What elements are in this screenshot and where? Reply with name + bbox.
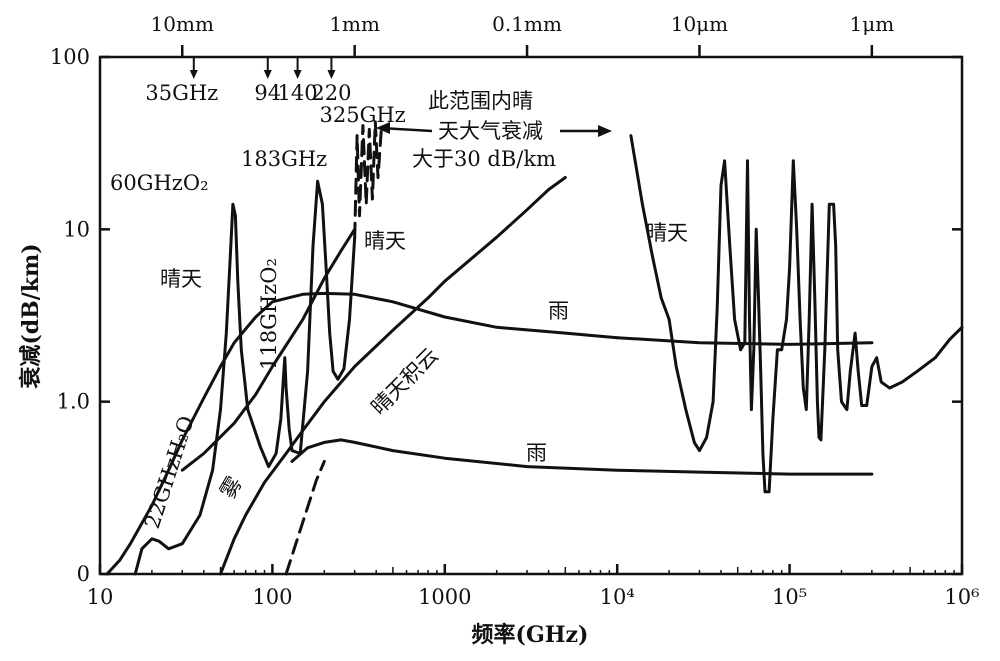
marker-label: 140 (278, 81, 318, 105)
curve-clear_sky (133, 179, 357, 576)
y-tick-label: 10 (63, 217, 90, 241)
x-axis-title: 频率(GHz) (472, 622, 589, 648)
top-tick-label: 10mm (151, 12, 214, 36)
y-tick-label: 100 (50, 45, 90, 69)
curve-fog (180, 227, 357, 472)
marker-arrowhead (263, 70, 272, 79)
annotation-o2-60: 60GHzO₂ (110, 171, 209, 195)
marker-arrowhead (327, 70, 336, 79)
curves (105, 120, 964, 576)
top-tick-label: 1μm (850, 12, 895, 36)
curve-h2o_22 (105, 291, 619, 576)
y-tick-label: 1.0 (57, 390, 90, 414)
curve-cloud_dashed (284, 459, 326, 576)
marker-label: 35GHz (145, 81, 218, 105)
annotation-range-line2: 天大气衰减 (438, 119, 543, 143)
y-axis-title: 衰减(dB/km) (18, 243, 44, 389)
top-tick-label: 1mm (329, 12, 380, 36)
x-tick-label: 10⁵ (772, 585, 807, 609)
annotation-range-line3: 大于30 dB/km (412, 147, 556, 171)
top-wavelength-axis: 10mm 1mm 0.1mm 10μm 1μm (151, 12, 895, 57)
x-tick-label: 100 (252, 585, 292, 609)
annotation-h2o-22: 22GHzH₂O (140, 413, 199, 532)
marker-arrowhead (189, 70, 198, 79)
y-tick-label: 0 (77, 562, 90, 586)
marker-label: 220 (311, 81, 351, 105)
top-tick-label: 0.1mm (492, 12, 562, 36)
range-arrowhead-right (598, 125, 612, 137)
annotation-cloud: 晴天积云 (367, 343, 443, 419)
annotation-rain-light: 雨 (526, 441, 547, 465)
curve-rain_heavy (615, 336, 874, 346)
marker-label: 94 (254, 81, 281, 105)
plot-frame (98, 55, 964, 576)
marker-arrowhead (293, 70, 302, 79)
annotation-range-line1: 此范围内晴 (428, 89, 533, 113)
curve-rain_light (290, 438, 874, 476)
range-arrowhead-left (376, 122, 390, 134)
marker-label-325: 325GHz (320, 103, 406, 127)
curve-clear_sky_submm (629, 134, 964, 494)
annotation-clear-left: 晴天 (160, 267, 202, 291)
annotation-clear-mid: 晴天 (364, 229, 406, 253)
curve-dense-absorption-comb (353, 120, 384, 239)
x-tick-label: 10⁴ (600, 585, 635, 609)
annotation-o2-118: 118GHzO₂ (257, 258, 281, 370)
annotation-rain-heavy: 雨 (548, 299, 569, 323)
annotation-h2o-183: 183GHz (241, 147, 327, 171)
curve-cloud (219, 176, 567, 576)
x-tick-label: 10⁶ (944, 585, 979, 609)
x-tick-label: 1000 (418, 585, 471, 609)
y-axis: 0 1.0 10 100 (50, 45, 962, 586)
annotation-fog: 雾 (216, 472, 247, 502)
x-axis: 10 100 1000 10⁴ 10⁵ 10⁶ (87, 564, 980, 609)
annotation-clear-right: 晴天 (646, 221, 688, 245)
x-tick-label: 10 (87, 585, 114, 609)
top-tick-label: 10μm (671, 12, 728, 36)
